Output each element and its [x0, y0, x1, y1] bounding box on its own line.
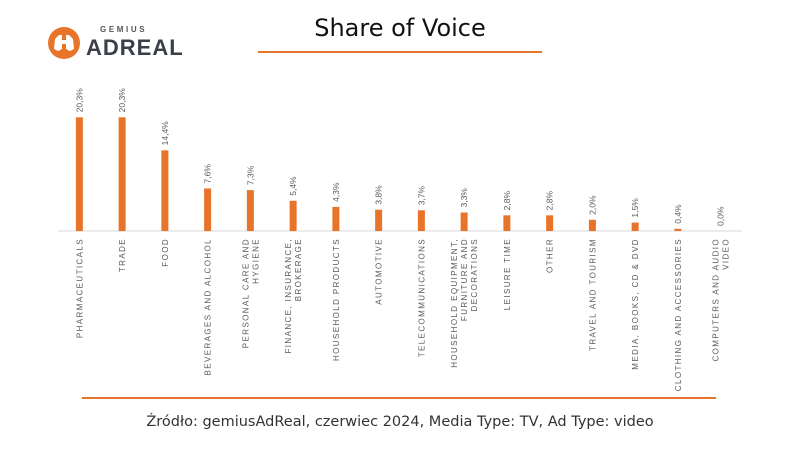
category-label-line: CLOTHING AND ACCESSORIES — [674, 238, 683, 391]
category-label-line: COMPUTERS AND AUDIO — [712, 238, 721, 362]
category-label-line: OTHER — [546, 238, 555, 273]
data-label-9: 3,7% — [416, 185, 426, 205]
category-label-4: BEVERAGES AND ALCOHOL — [204, 238, 213, 375]
data-label-12: 2,8% — [545, 191, 555, 211]
data-label-2: 20,3% — [117, 88, 127, 113]
category-label-line: LEISURE TIME — [503, 238, 512, 310]
bar-12 — [546, 215, 554, 231]
source-note: Źródło: gemiusAdReal, czerwiec 2024, Med… — [146, 414, 654, 430]
data-label-16: 0,0% — [716, 206, 726, 226]
category-label-5: PERSONAL CARE AND HYGIENE — [241, 238, 260, 348]
data-label-1: 20,3% — [74, 88, 84, 113]
bar-9 — [417, 210, 425, 231]
category-label-line: DECORATIONS — [470, 238, 479, 311]
category-label-line: TELECOMMUNICATIONS — [417, 238, 426, 357]
category-label-9: TELECOMMUNICATIONS — [417, 238, 426, 357]
bar-2 — [118, 117, 126, 231]
data-label-14: 1,5% — [630, 198, 640, 218]
category-label-14: MEDIA, BOOKS, CD & DVD — [631, 238, 640, 370]
bar-3 — [161, 150, 169, 231]
category-label-line: PERSONAL CARE AND — [241, 238, 250, 348]
category-label-line: HOUSEHOLD EQUIPMENT, — [450, 238, 459, 368]
data-label-7: 4,3% — [331, 182, 341, 202]
bar-8 — [375, 209, 383, 231]
data-label-13: 2,0% — [587, 195, 597, 215]
category-label-1: PHARMACEUTICALS — [75, 238, 84, 338]
bar-14 — [631, 222, 639, 231]
category-label-line: VIDEO — [722, 238, 731, 270]
bar-1 — [75, 117, 83, 231]
category-label-8: AUTOMOTIVE — [375, 238, 384, 305]
logo-gemius-text: GEMIUS — [100, 25, 148, 34]
category-label-3: FOOD — [161, 238, 170, 267]
category-label-line: PHARMACEUTICALS — [75, 238, 84, 338]
bar-4 — [204, 188, 212, 231]
data-label-4: 7,6% — [203, 164, 213, 184]
category-label-10: HOUSEHOLD EQUIPMENT, FURNITURE AND DECORAT… — [450, 238, 479, 368]
category-label-6: FINANCE, INSURANCE, BROKERAGE — [284, 238, 303, 354]
bar-5 — [246, 190, 254, 231]
chart-title: Share of Voice — [314, 14, 486, 42]
data-label-11: 2,8% — [502, 191, 512, 211]
bar-11 — [503, 215, 511, 231]
category-label-line: BROKERAGE — [294, 238, 303, 301]
category-label-15: CLOTHING AND ACCESSORIES — [674, 238, 683, 391]
category-label-16: COMPUTERS AND AUDIO VIDEO — [712, 238, 731, 362]
data-label-5: 7,3% — [245, 165, 255, 185]
title-underline — [258, 51, 542, 53]
gemius-adreal-logo: GEMIUS ADREAL — [46, 22, 186, 62]
logo-adreal-text: ADREAL — [86, 35, 184, 60]
category-label-line: MEDIA, BOOKS, CD & DVD — [631, 238, 640, 370]
bar-6 — [289, 200, 297, 231]
binoculars-logo-icon — [48, 27, 80, 59]
category-label-7: HOUSEHOLD PRODUCTS — [332, 238, 341, 361]
category-label-12: OTHER — [546, 238, 555, 273]
category-label-line: HOUSEHOLD PRODUCTS — [332, 238, 341, 361]
bar-7 — [332, 206, 340, 231]
category-label-line: FINANCE, INSURANCE, — [284, 238, 293, 354]
category-label-line: FURNITURE AND — [460, 238, 469, 321]
category-label-11: LEISURE TIME — [503, 238, 512, 310]
category-label-2: TRADE — [118, 238, 127, 272]
data-label-15: 0,4% — [673, 204, 683, 224]
category-label-line: TRADE — [118, 238, 127, 272]
category-label-13: TRAVEL AND TOURISM — [588, 238, 597, 351]
bar-15 — [674, 228, 682, 231]
data-label-10: 3,3% — [459, 188, 469, 208]
data-label-8: 3,8% — [374, 185, 384, 205]
category-label-line: AUTOMOTIVE — [375, 238, 384, 305]
category-label-line: TRAVEL AND TOURISM — [588, 238, 597, 351]
category-label-line: BEVERAGES AND ALCOHOL — [204, 238, 213, 375]
category-label-line: HYGIENE — [251, 238, 260, 284]
bar-10 — [460, 212, 468, 231]
footer-divider — [82, 397, 716, 399]
category-label-line: FOOD — [161, 238, 170, 267]
data-label-3: 14,4% — [160, 121, 170, 146]
bar-13 — [588, 219, 596, 231]
data-label-6: 5,4% — [288, 176, 298, 196]
